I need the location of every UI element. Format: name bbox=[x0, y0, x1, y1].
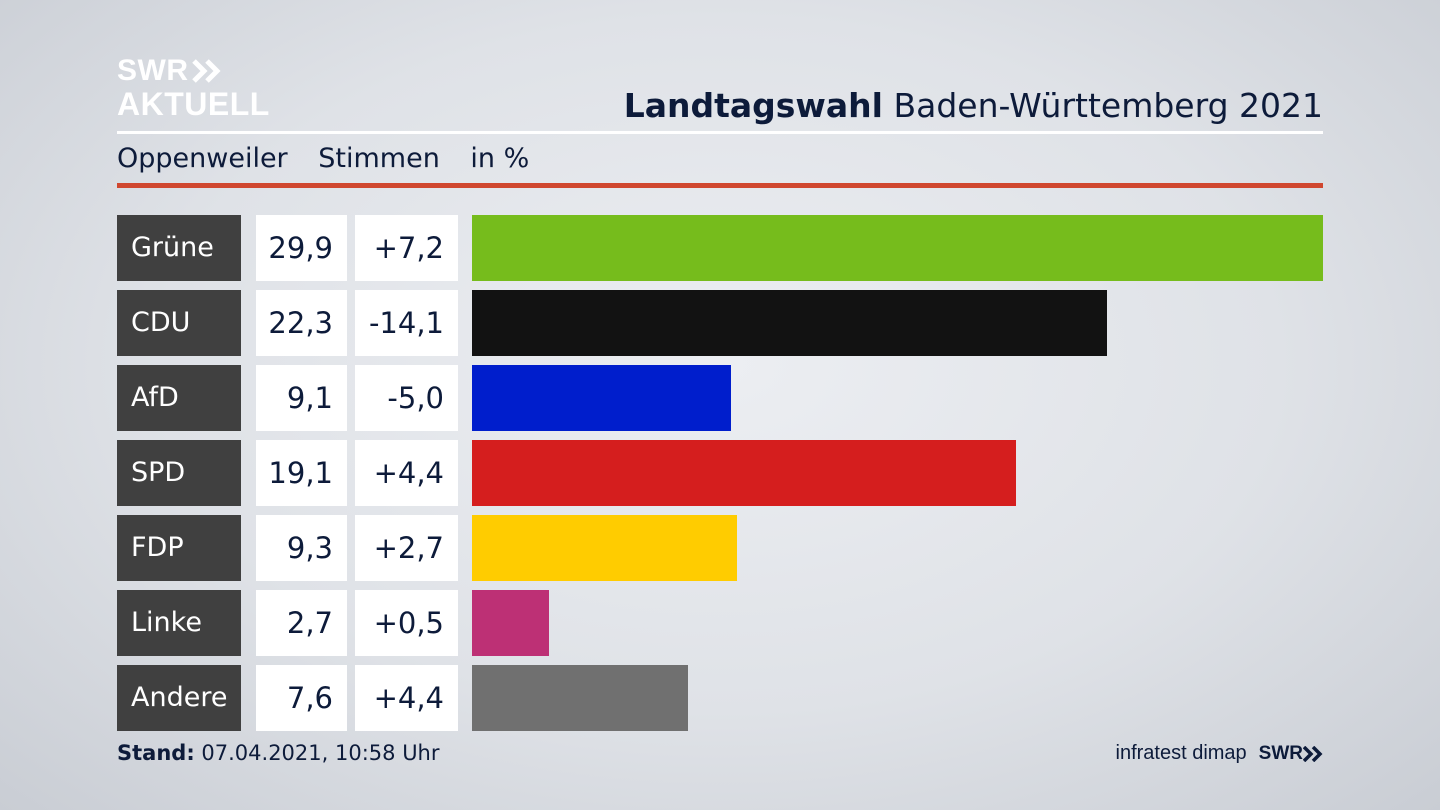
source-text: infratest dimap bbox=[1115, 742, 1247, 764]
change-label: +0,5 bbox=[355, 590, 458, 656]
bar bbox=[472, 440, 1016, 506]
accent-divider bbox=[117, 183, 1323, 188]
timestamp-value: 07.04.2021, 10:58 Uhr bbox=[201, 741, 440, 765]
change-label: -5,0 bbox=[355, 365, 458, 431]
bar-row: FDP 9,3 +2,7 bbox=[117, 515, 1323, 581]
title-divider bbox=[117, 131, 1323, 134]
footer-swr-logo: SWR bbox=[1259, 743, 1323, 765]
value-label: 2,7 bbox=[256, 590, 347, 656]
timestamp-label: Stand: bbox=[117, 741, 195, 765]
change-label: +2,7 bbox=[355, 515, 458, 581]
change-label: +4,4 bbox=[355, 440, 458, 506]
change-label: +4,4 bbox=[355, 665, 458, 731]
value-label: 19,1 bbox=[256, 440, 347, 506]
chart-subtitle: Oppenweiler Stimmen in % bbox=[117, 143, 551, 174]
party-label: Andere bbox=[117, 665, 241, 731]
value-label: 9,1 bbox=[256, 365, 347, 431]
bar bbox=[472, 515, 737, 581]
bar-row: Linke 2,7 +0,5 bbox=[117, 590, 1323, 656]
chart-title-bold: Landtagswahl bbox=[623, 86, 883, 125]
value-label: 9,3 bbox=[256, 515, 347, 581]
bar bbox=[472, 215, 1323, 281]
logo-aktuell-text: AKTUELL bbox=[117, 86, 270, 122]
party-label: Linke bbox=[117, 590, 241, 656]
party-label: Grüne bbox=[117, 215, 241, 281]
bar bbox=[472, 590, 549, 656]
party-label: AfD bbox=[117, 365, 241, 431]
change-label: +7,2 bbox=[355, 215, 458, 281]
subtitle-location: Oppenweiler bbox=[117, 143, 288, 174]
change-label: -14,1 bbox=[355, 290, 458, 356]
party-label: FDP bbox=[117, 515, 241, 581]
value-label: 7,6 bbox=[256, 665, 347, 731]
bar-row: SPD 19,1 +4,4 bbox=[117, 440, 1323, 506]
bar-row: CDU 22,3 -14,1 bbox=[117, 290, 1323, 356]
swr-aktuell-logo: SWR AKTUELL bbox=[117, 54, 270, 122]
party-label: SPD bbox=[117, 440, 241, 506]
bar-row: AfD 9,1 -5,0 bbox=[117, 365, 1323, 431]
value-label: 29,9 bbox=[256, 215, 347, 281]
value-label: 22,3 bbox=[256, 290, 347, 356]
timestamp: Stand: 07.04.2021, 10:58 Uhr bbox=[117, 741, 440, 765]
bar bbox=[472, 290, 1107, 356]
bar-row: Andere 7,6 +4,4 bbox=[117, 665, 1323, 731]
bar bbox=[472, 365, 731, 431]
subtitle-unit: in % bbox=[470, 143, 530, 174]
footer-swr-text: SWR bbox=[1258, 742, 1303, 764]
double-chevron-right-icon bbox=[191, 59, 221, 83]
source-credit: infratest dimap SWR bbox=[1116, 742, 1324, 765]
party-label: CDU bbox=[117, 290, 241, 356]
bar bbox=[472, 665, 688, 731]
chart-title: Landtagswahl Baden-Württemberg 2021 bbox=[624, 86, 1323, 125]
chart-title-rest: Baden-Württemberg 2021 bbox=[893, 86, 1323, 125]
subtitle-measure: Stimmen bbox=[318, 143, 440, 174]
double-chevron-right-icon bbox=[1303, 745, 1323, 762]
bar-row: Grüne 29,9 +7,2 bbox=[117, 215, 1323, 281]
logo-swr-text: SWR bbox=[117, 54, 189, 87]
